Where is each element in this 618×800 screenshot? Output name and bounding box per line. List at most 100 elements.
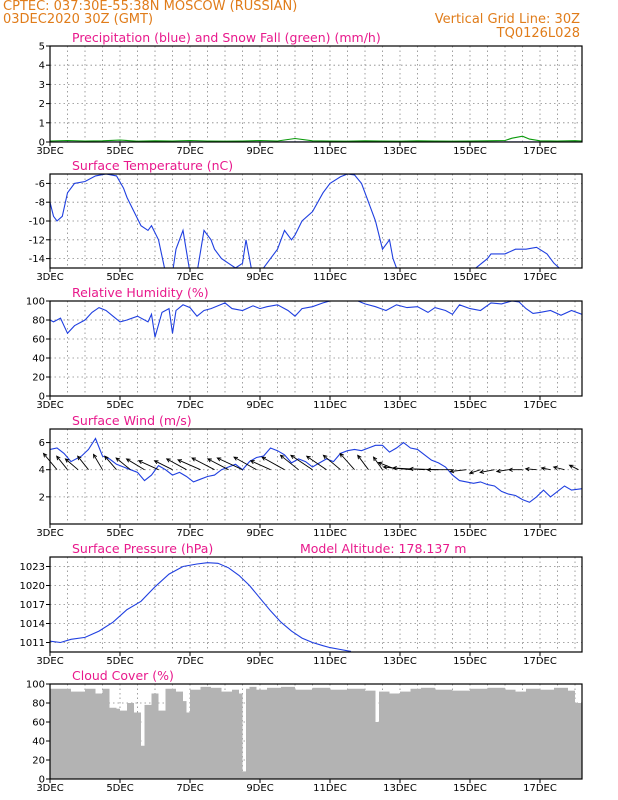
cloud-cover-bar xyxy=(165,688,176,779)
wind-vector-arrow xyxy=(104,455,117,470)
precip-xtick-label: 17DEC xyxy=(523,146,557,157)
snow-fall-line xyxy=(50,135,582,142)
wind-vector-arrow xyxy=(279,454,299,471)
wind-ytick-label: 4 xyxy=(39,465,45,476)
wind-xtick-label: 11DEC xyxy=(313,528,347,539)
wind-vector-arrow xyxy=(290,454,313,471)
wind-vector-arrow xyxy=(468,469,481,475)
wind-vector-arrow xyxy=(56,455,68,470)
cloud-cover-bar xyxy=(120,710,127,779)
cloud-ytick-label: 60 xyxy=(32,718,45,729)
cloud-cover-bar xyxy=(281,686,295,779)
wind-vector-arrow xyxy=(261,456,285,471)
precip-xtick-label: 15DEC xyxy=(453,146,487,157)
pressure-xtick-label: 17DEC xyxy=(523,656,557,667)
wind-panel: 2 4 6 3DEC 5DEC 7DEC 9DEC 11DEC 13DEC 15DEC 17DEC S… xyxy=(36,413,583,539)
pressure-xtick-label: 13DEC xyxy=(383,656,417,667)
precip-ytick-label: 5 xyxy=(39,42,45,53)
wind-vector-arrow xyxy=(249,460,271,471)
pressure-xtick-label: 9DEC xyxy=(246,656,273,667)
rh-title: Relative Humidity (%) xyxy=(72,285,209,300)
cloud-cover-bar xyxy=(267,687,281,779)
cloud-cover-bar xyxy=(141,745,145,779)
wind-vector-arrow xyxy=(153,460,173,471)
cloud-ytick-label: 100 xyxy=(26,680,45,691)
precip-ytick-label: 3 xyxy=(39,80,45,91)
precip-title: Precipitation (blue) and Snow Fall (gree… xyxy=(72,30,381,45)
wind-vector-arrow xyxy=(524,466,537,472)
cloud-cover-bar xyxy=(375,722,379,779)
rh-frame xyxy=(49,300,583,397)
temp-ytick-label: -6 xyxy=(35,179,45,190)
cloud-cover-bar xyxy=(109,707,117,779)
wind-vector-arrow xyxy=(357,454,369,470)
wind-vector-arrow xyxy=(137,460,159,471)
cloud-cover-bar xyxy=(452,690,470,779)
pressure-xtick-label: 5DEC xyxy=(106,656,133,667)
wind-vector-arrow xyxy=(233,456,257,471)
pressure-panel: 1011 1014 1017 1020 1023 3DEC 5DEC 7DEC 9DEC 11DE… xyxy=(20,541,583,667)
cloud-cover-bar xyxy=(365,690,376,779)
temp-xtick-label: 15DEC xyxy=(453,272,487,283)
rh-xtick-label: 13DEC xyxy=(383,400,417,411)
cloud-ytick-label: 80 xyxy=(32,699,45,710)
rh-ytick-label: 100 xyxy=(26,297,45,308)
cloud-cover-bar xyxy=(200,686,211,779)
pressure-xtick-label: 11DEC xyxy=(313,656,347,667)
cloud-ytick-label: 40 xyxy=(32,737,45,748)
surface-wind-line xyxy=(50,437,582,503)
wind-frame xyxy=(49,428,583,525)
wind-xtick-label: 15DEC xyxy=(453,528,487,539)
cloud-cover-bar xyxy=(232,689,239,779)
wind-vector-arrow xyxy=(540,466,551,471)
wind-vector-arrow xyxy=(322,454,341,471)
cloud-cover-bar xyxy=(295,689,313,779)
wind-vector-arrow xyxy=(64,458,79,471)
cloud-cover-bar xyxy=(389,693,400,779)
cloud-ytick-label: 0 xyxy=(39,775,45,786)
wind-vector-arrow xyxy=(216,457,243,471)
wind-xtick-label: 5DEC xyxy=(106,528,133,539)
wind-xtick-label: 13DEC xyxy=(383,528,417,539)
rh-panel: 0 20 40 60 80 100 3DEC 5DEC 7DEC 9DEC 11DEC 13DEC 15… xyxy=(26,285,583,411)
cloud-panel: 0 20 40 60 80 100 3DEC 5DEC 7DEC 9DEC 11DEC 13DEC 15… xyxy=(26,668,583,794)
cloud-xtick-label: 13DEC xyxy=(383,783,417,794)
cloud-cover-bar xyxy=(176,691,183,779)
rh-ytick-label: 60 xyxy=(32,335,45,346)
wind-vector-arrow xyxy=(206,458,229,471)
cloud-cover-bar xyxy=(116,708,120,779)
cloud-cover-bar xyxy=(312,687,330,779)
temp-xtick-label: 17DEC xyxy=(523,272,557,283)
temp-xtick-label: 11DEC xyxy=(313,272,347,283)
rh-ytick-label: 20 xyxy=(32,373,45,384)
precip-ytick-label: 0 xyxy=(39,138,45,149)
wind-vector-arrow xyxy=(426,467,453,472)
temp-xtick-label: 5DEC xyxy=(106,272,133,283)
cloud-cover-bar xyxy=(435,689,453,779)
wind-vector-arrow xyxy=(77,455,89,470)
pressure-ytick-label: 1020 xyxy=(20,581,45,592)
header-model-id: TQ0126L028 xyxy=(496,26,580,41)
cloud-cover-bar xyxy=(239,693,243,779)
cloud-cover-bar xyxy=(515,691,526,779)
cloud-cover-bar xyxy=(151,693,159,779)
wind-vector-arrow xyxy=(408,466,439,472)
cloud-cover-bar xyxy=(71,691,85,779)
rh-xtick-label: 5DEC xyxy=(106,400,133,411)
temp-panel: -14 -12 -10 -8 -6 3DEC 5DEC 7DEC 9DEC 11DEC 13DEC 1… xyxy=(29,158,583,283)
wind-vector-arrow xyxy=(177,459,201,471)
cloud-xtick-label: 15DEC xyxy=(453,783,487,794)
cloud-cover-bar xyxy=(186,712,190,779)
precip-xtick-label: 11DEC xyxy=(313,146,347,157)
rh-xtick-label: 7DEC xyxy=(176,400,203,411)
cloud-cover-bar xyxy=(379,691,390,779)
cloud-cover-bar xyxy=(60,688,71,779)
cloud-cover-bar xyxy=(256,689,267,779)
surface-pressure-line xyxy=(50,562,352,652)
wind-xtick-label: 17DEC xyxy=(523,528,557,539)
cloud-ytick-label: 20 xyxy=(32,756,45,767)
pressure-ytick-label: 1017 xyxy=(20,600,45,611)
temp-ytick-label: -10 xyxy=(29,217,45,228)
cloud-cover-bar xyxy=(183,701,187,779)
